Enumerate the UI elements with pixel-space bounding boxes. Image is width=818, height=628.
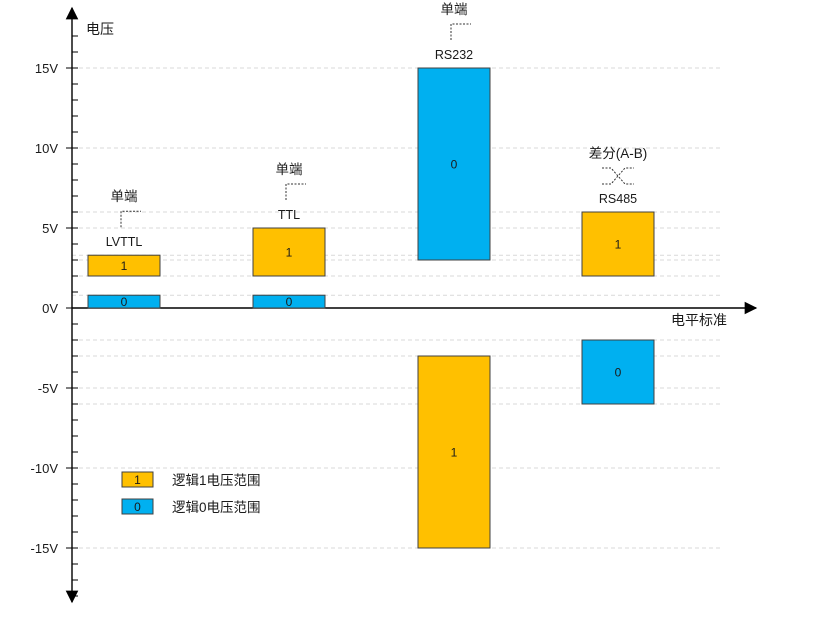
logic1-range-bar <box>581 211 655 277</box>
standard-name: RS232 <box>435 48 473 62</box>
y-tick-label: 15V <box>35 61 58 76</box>
logic0-range-bar <box>252 294 326 309</box>
x-axis-title: 电平标准 <box>671 312 727 328</box>
signal-type-label: 差分(A-B) <box>589 146 648 161</box>
y-tick-label: 10V <box>35 141 58 156</box>
legend-swatch-label: 1 <box>134 473 141 487</box>
logic-value-label: 1 <box>286 246 293 260</box>
standard-name: TTL <box>278 208 300 222</box>
logic-value-label: 0 <box>286 295 293 309</box>
logic0-range-bar <box>87 294 161 309</box>
logic-value-label: 0 <box>451 158 458 172</box>
signal-type-label: 单端 <box>276 162 303 177</box>
y-axis-title: 电压 <box>86 21 114 37</box>
single-ended-signal-icon <box>285 183 306 200</box>
standard-name: LVTTL <box>106 235 143 249</box>
y-tick-label: 0V <box>42 301 58 316</box>
logic-value-label: 1 <box>451 446 458 460</box>
legend: 1 逻辑1电压范围 0 逻辑0电压范围 <box>121 471 261 515</box>
logic0-range-bar <box>417 67 491 261</box>
y-tick-label: 5V <box>42 221 58 236</box>
logic1-range-bar <box>252 227 326 277</box>
single-ended-signal-icon <box>450 23 471 40</box>
logic-value-label: 1 <box>615 238 622 252</box>
legend-entry-label: 逻辑0电压范围 <box>172 500 261 515</box>
legend-swatch-label: 0 <box>134 500 141 514</box>
single-ended-signal-icon <box>120 210 141 228</box>
logic-value-label: 0 <box>615 366 622 380</box>
bars: 1 0 1 0 0 1 1 0 <box>87 67 655 549</box>
logic-value-label: 0 <box>121 295 128 309</box>
y-tick-label: -10V <box>31 461 59 476</box>
y-tick-label: -5V <box>38 381 59 396</box>
logic1-range-bar <box>87 254 161 277</box>
logic-value-label: 1 <box>121 259 128 273</box>
logic1-range-bar <box>417 355 491 549</box>
logic0-range-bar <box>581 339 655 405</box>
signal-type-label: 单端 <box>111 189 138 204</box>
y-tick-label: -15V <box>31 541 59 556</box>
differential-signal-icon <box>602 167 634 185</box>
signal-type-label: 单端 <box>441 2 468 17</box>
legend-swatch-0 <box>121 498 154 515</box>
standard-name: RS485 <box>599 192 637 206</box>
legend-entry-label: 逻辑1电压范围 <box>172 473 261 488</box>
legend-swatch-1 <box>121 471 154 488</box>
category-labels: LVTTL 单端 TTL 单端 RS232 单端 RS485 差分(A-B) <box>106 2 648 249</box>
